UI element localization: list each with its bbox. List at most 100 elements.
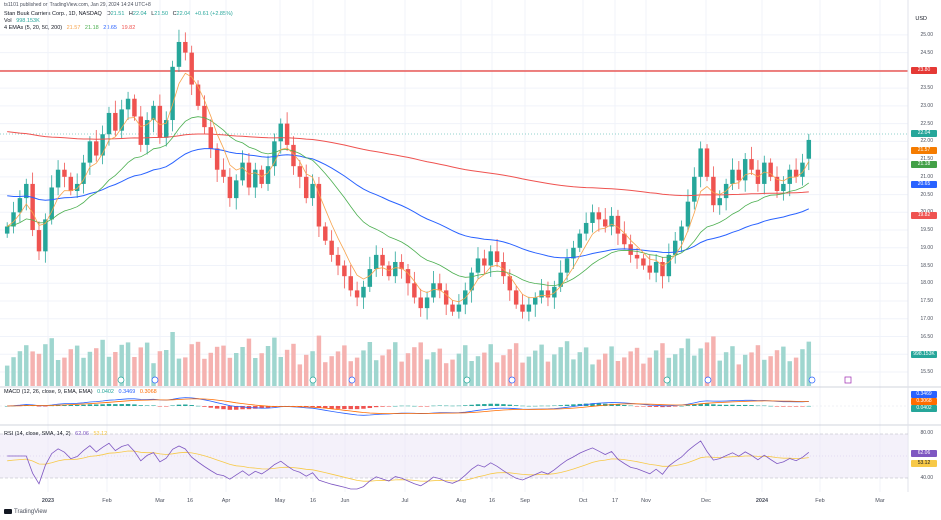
rsi-ma-line bbox=[7, 450, 809, 482]
volume-bar bbox=[189, 344, 194, 386]
macd-histogram-bar bbox=[348, 406, 353, 410]
symbol-title[interactable]: Stan Buuk Carriers Corp., 1D, NASDAQ bbox=[4, 11, 102, 17]
macd-histogram-bar bbox=[666, 406, 672, 407]
macd-histogram-bar bbox=[463, 405, 468, 406]
volume-bar bbox=[170, 332, 175, 386]
candle bbox=[482, 258, 487, 266]
candle bbox=[488, 251, 493, 266]
tradingview-logo: TradingView bbox=[4, 509, 47, 515]
candle bbox=[698, 148, 703, 177]
event-marker-icon[interactable] bbox=[663, 376, 671, 384]
volume-bar bbox=[253, 358, 258, 386]
ema-legend: 4 EMAs (5, 20, 50, 200) 21.57 21.18 20.6… bbox=[4, 25, 138, 32]
candle bbox=[730, 169, 735, 184]
candle bbox=[577, 233, 583, 248]
volume-value: 998.153K bbox=[16, 18, 40, 24]
macd-histogram-bar bbox=[762, 405, 767, 407]
macd-hist-label: 0.0402 bbox=[911, 405, 937, 412]
volume-bar bbox=[774, 350, 780, 386]
candle bbox=[221, 169, 226, 177]
candle bbox=[354, 290, 360, 298]
macd-histogram-bar bbox=[507, 404, 513, 406]
macd-histogram-bar bbox=[793, 406, 799, 407]
ema20-price-label: 21.18 bbox=[911, 161, 937, 168]
volume-bar bbox=[787, 361, 792, 386]
volume-bar bbox=[183, 357, 188, 386]
volume-bar bbox=[373, 360, 379, 386]
macd-histogram-bar bbox=[132, 404, 137, 406]
macd-histogram-bar bbox=[74, 404, 80, 406]
volume-bar bbox=[399, 361, 404, 386]
macd-histogram-bar bbox=[49, 405, 54, 407]
candle bbox=[806, 139, 812, 159]
price-tick: 18.50 bbox=[920, 262, 933, 269]
macd-histogram-bar bbox=[4, 406, 10, 407]
macd-histogram-bar bbox=[641, 406, 646, 407]
macd-histogram-bar bbox=[399, 405, 404, 407]
event-marker-icon[interactable] bbox=[808, 376, 816, 384]
volume-bar bbox=[558, 347, 563, 386]
low-label: L bbox=[151, 11, 155, 17]
volume-bar bbox=[81, 357, 86, 386]
candle bbox=[195, 84, 201, 106]
event-marker-icon[interactable] bbox=[704, 376, 712, 384]
candle bbox=[583, 222, 589, 234]
macd-histogram-bar bbox=[730, 404, 735, 406]
event-marker-icon[interactable] bbox=[508, 376, 516, 384]
event-marker-icon[interactable] bbox=[309, 376, 317, 384]
volume-bar bbox=[641, 363, 646, 386]
candle bbox=[11, 212, 16, 227]
candle bbox=[176, 41, 182, 67]
macd-histogram-bar bbox=[520, 405, 525, 407]
macd-histogram-bar bbox=[170, 405, 175, 406]
volume-bar bbox=[272, 337, 277, 386]
candle bbox=[800, 162, 805, 177]
candle bbox=[94, 141, 99, 156]
macd-histogram-bar bbox=[787, 406, 792, 407]
time-tick: 2023 bbox=[41, 498, 55, 504]
candle bbox=[125, 98, 131, 110]
time-tick: Jul bbox=[401, 498, 409, 504]
candle bbox=[539, 290, 544, 298]
macd-histogram-bar bbox=[704, 403, 710, 406]
volume-bar bbox=[240, 347, 245, 386]
candle bbox=[793, 169, 799, 177]
volume-bar bbox=[43, 344, 48, 386]
volume-bar bbox=[55, 360, 61, 386]
ema200-value: 19.82 bbox=[121, 25, 136, 31]
time-tick: Dec bbox=[701, 498, 711, 504]
future-event-marker-icon[interactable] bbox=[844, 376, 852, 384]
macd-histogram-bar bbox=[62, 404, 67, 406]
volume-bar bbox=[730, 346, 735, 386]
volume-bar bbox=[781, 346, 786, 386]
candle bbox=[297, 166, 303, 177]
volume-bar bbox=[800, 349, 805, 386]
candle bbox=[361, 286, 366, 298]
event-marker-icon[interactable] bbox=[117, 376, 125, 384]
currency-label: USD bbox=[915, 16, 927, 22]
macd-histogram-bar bbox=[176, 404, 182, 406]
volume-bar bbox=[30, 351, 35, 386]
volume-bar bbox=[214, 346, 220, 386]
macd-histogram-bar bbox=[393, 405, 398, 407]
volume-bar bbox=[367, 342, 373, 386]
candle bbox=[68, 176, 74, 192]
volume-bar bbox=[132, 357, 137, 386]
macd-histogram-bar bbox=[800, 406, 805, 407]
volume-bar bbox=[520, 362, 525, 386]
event-marker-icon[interactable] bbox=[463, 376, 471, 384]
event-marker-icon[interactable] bbox=[348, 376, 356, 384]
candle bbox=[672, 240, 678, 255]
volume-bar bbox=[297, 364, 303, 386]
volume-bar bbox=[806, 341, 812, 386]
candle bbox=[253, 169, 258, 188]
volume-bar bbox=[596, 359, 602, 386]
event-marker-icon[interactable] bbox=[151, 376, 159, 384]
candle bbox=[303, 176, 309, 199]
candle bbox=[647, 265, 652, 273]
time-tick: Oct bbox=[578, 498, 588, 504]
candle bbox=[240, 162, 245, 181]
volume-bar bbox=[653, 350, 659, 386]
candle bbox=[660, 261, 665, 277]
